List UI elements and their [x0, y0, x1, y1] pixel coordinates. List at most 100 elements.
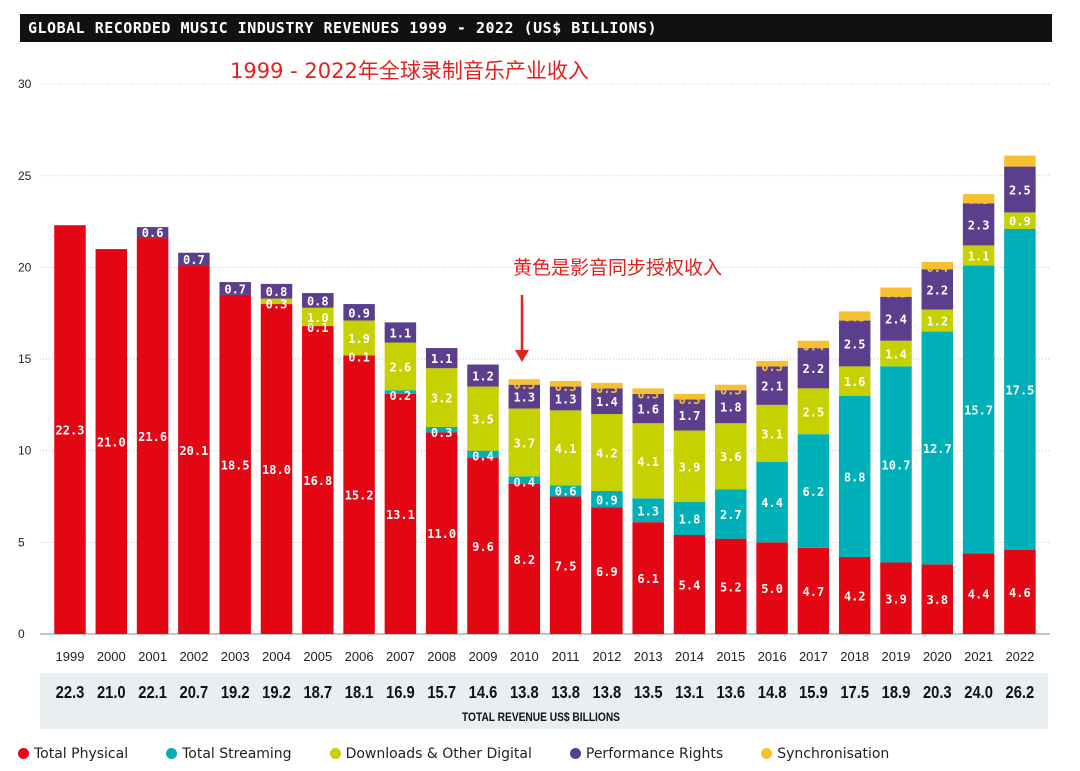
total-revenue-value: 18.7	[303, 683, 332, 703]
bar-value-label: 0.2	[390, 389, 412, 403]
bar-segment-sync	[715, 384, 747, 391]
bar-segment-downloads	[384, 342, 417, 391]
total-revenue-value: 22.3	[56, 683, 85, 703]
legend-item-physical: Total Physical	[18, 746, 128, 762]
bar-segment-sync	[508, 379, 541, 385]
bar-value-label: 0.5	[968, 193, 990, 207]
bar-value-label: 2.5	[844, 337, 866, 351]
bar-segment-physical	[219, 294, 251, 634]
bar-value-label: 0.3	[555, 380, 577, 394]
bar-value-label: 3.6	[720, 450, 742, 464]
bar-value-label: 2.3	[968, 218, 990, 232]
bar-value-label: 4.7	[803, 585, 825, 599]
bar-segment-downloads	[715, 423, 747, 490]
bar-segment-streaming	[673, 502, 706, 536]
bar-value-label: 0.3	[596, 382, 618, 396]
y-tick-label: 5	[18, 535, 25, 549]
bar-value-label: 1.6	[637, 403, 659, 417]
bar-value-label: 7.5	[555, 559, 577, 573]
total-revenue-value: 26.2	[1006, 683, 1035, 703]
bar-segment-streaming	[549, 485, 582, 497]
bar-value-label: 2.7	[720, 508, 742, 522]
bar-value-label: 4.4	[761, 496, 783, 510]
legend-swatch	[761, 747, 773, 759]
x-tick-label: 2010	[510, 649, 539, 664]
x-tick-label: 2007	[386, 649, 415, 664]
annotation-arrow-head	[515, 350, 529, 362]
bar-value-label: 1.2	[926, 315, 948, 329]
legend-label: Total Streaming	[182, 745, 292, 762]
y-tick-label: 30	[18, 77, 32, 91]
bar-value-label: 1.6	[844, 375, 866, 389]
chart-title: GLOBAL RECORDED MUSIC INDUSTRY REVENUES …	[28, 19, 658, 37]
bar-value-label: 21.6	[138, 430, 167, 444]
total-revenue-value: 14.6	[469, 683, 498, 703]
total-revenue-value: 16.9	[386, 683, 415, 703]
total-revenue-value: 13.6	[716, 683, 745, 703]
bar-segment-downloads	[467, 386, 499, 451]
total-revenue-value: 19.2	[262, 683, 291, 703]
x-tick-label: 2013	[634, 649, 663, 664]
bar-value-label-extra: 0.1	[348, 350, 370, 364]
bar-value-label: 3.1	[761, 427, 783, 441]
x-tick-label: 2011	[552, 649, 580, 664]
legend-item-sync: Synchronisation	[761, 746, 889, 762]
x-tick-label: 2001	[138, 649, 167, 664]
bar-segment-performance	[219, 282, 251, 295]
bar-segment-physical	[302, 326, 334, 634]
bar-segment-streaming	[715, 489, 747, 539]
legend-item-downloads: Downloads & Other Digital	[329, 746, 532, 762]
bar-segment-performance	[632, 393, 664, 424]
x-tick-label: 2015	[716, 649, 745, 664]
bar-value-label: 1.3	[555, 392, 577, 406]
x-tick-label: 1999	[56, 649, 85, 664]
legend-swatch	[329, 747, 341, 759]
bar-segment-physical	[260, 304, 293, 634]
x-tick-label: 2021	[964, 649, 993, 664]
bar-segment-performance	[921, 269, 954, 310]
bar-value-label: 0.8	[307, 294, 329, 308]
bar-value-label: 0.6	[555, 485, 577, 499]
bar-value-label: 2.1	[761, 380, 783, 394]
bar-segment-performance	[797, 348, 830, 389]
bar-segment-performance	[591, 388, 623, 415]
bar-segment-physical	[838, 557, 871, 634]
bar-segment-physical	[715, 538, 747, 634]
bar-value-label: 4.4	[968, 588, 990, 602]
bar-value-label: 21.0	[97, 436, 126, 450]
bar-segment-downloads	[425, 368, 458, 427]
x-tick-label: 2022	[1005, 649, 1034, 664]
bar-segment-performance	[302, 293, 334, 308]
bar-value-label: 1.1	[431, 352, 453, 366]
bar-value-label: 8.2	[513, 553, 535, 567]
bar-value-label: 5.4	[679, 579, 701, 593]
bar-segment-performance	[549, 386, 582, 411]
bar-segment-performance	[425, 348, 458, 369]
bar-value-label: 4.2	[596, 447, 618, 461]
bar-segment-downloads	[508, 408, 541, 477]
total-revenue-value: 13.1	[675, 683, 704, 703]
bar-segment-performance	[178, 252, 210, 266]
bar-segment-downloads	[260, 298, 293, 305]
bar-segment-performance	[260, 283, 293, 299]
bar-value-label: 4.6	[1009, 586, 1031, 600]
bar-value-label: 1.7	[679, 409, 701, 423]
bar-value-label: 0.3	[513, 378, 535, 392]
bar-value-label: 0.9	[1009, 215, 1031, 229]
bar-value-label: 0.9	[348, 306, 370, 320]
bar-segment-physical	[921, 564, 954, 634]
x-tick-label: 2003	[221, 649, 250, 664]
bar-value-label: 17.5	[1005, 383, 1034, 397]
bar-value-label: 10.7	[882, 458, 911, 472]
total-revenue-value: 13.8	[593, 683, 622, 703]
bar-segment-sync	[756, 360, 788, 367]
bar-segment-sync	[797, 340, 830, 349]
bar-value-label: 11.0	[427, 527, 456, 541]
bar-segment-streaming	[425, 426, 458, 433]
legend-swatch	[569, 747, 581, 759]
bar-value-label: 22.3	[56, 424, 85, 438]
bar-segment-performance	[880, 296, 912, 341]
bar-segment-performance	[384, 322, 417, 343]
bar-value-label: 1.9	[348, 332, 370, 346]
total-revenue-value: 13.5	[634, 683, 663, 703]
